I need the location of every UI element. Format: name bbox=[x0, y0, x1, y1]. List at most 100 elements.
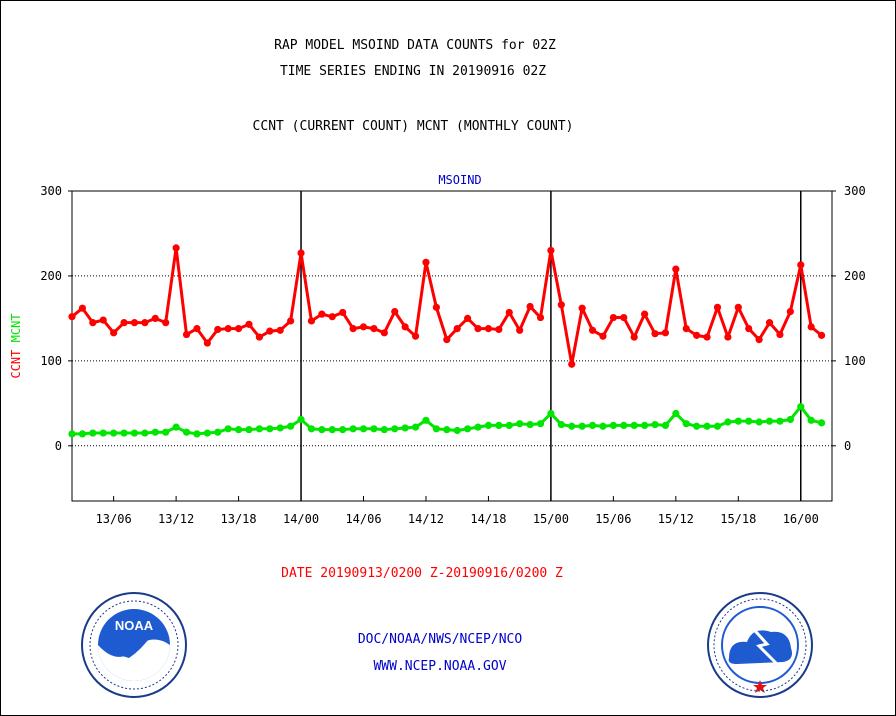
data-point-mcnt bbox=[307, 425, 316, 433]
chart-title-line3: CCNT (CURRENT COUNT) MCNT (MONTHLY COUNT… bbox=[252, 119, 574, 134]
data-point-ccnt bbox=[411, 332, 420, 340]
data-point-ccnt bbox=[443, 336, 451, 344]
data-point-mcnt bbox=[651, 420, 659, 429]
data-point-mcnt bbox=[141, 429, 149, 437]
data-point-mcnt bbox=[318, 426, 326, 434]
data-point-mcnt bbox=[630, 421, 638, 430]
data-point-mcnt bbox=[703, 422, 711, 430]
org-label: DOC/NOAA/NWS/NCEP/NCO bbox=[357, 632, 523, 647]
data-point-mcnt bbox=[484, 421, 493, 430]
data-point-ccnt bbox=[651, 330, 659, 338]
data-point-ccnt bbox=[172, 244, 180, 252]
data-point-ccnt bbox=[224, 324, 232, 333]
data-point-ccnt bbox=[588, 326, 597, 334]
data-point-ccnt bbox=[578, 304, 586, 312]
data-point-mcnt bbox=[609, 421, 617, 430]
data-point-mcnt bbox=[505, 421, 513, 430]
y-tick-label-left: 100 bbox=[40, 354, 62, 368]
data-point-ccnt bbox=[151, 314, 159, 322]
data-point-ccnt bbox=[120, 319, 128, 327]
data-point-mcnt bbox=[620, 421, 628, 430]
y-tick-label-right: 300 bbox=[844, 184, 866, 198]
data-point-ccnt bbox=[287, 317, 295, 325]
nws-logo bbox=[707, 592, 813, 698]
data-point-ccnt bbox=[547, 246, 555, 255]
url-label: WWW.NCEP.NOAA.GOV bbox=[373, 659, 507, 674]
data-point-ccnt bbox=[422, 258, 430, 266]
data-point-mcnt bbox=[245, 426, 253, 434]
data-point-mcnt bbox=[276, 424, 284, 432]
data-point-mcnt bbox=[464, 425, 472, 433]
data-point-mcnt bbox=[755, 418, 763, 426]
x-tick-label: 16/00 bbox=[783, 512, 819, 526]
data-point-ccnt bbox=[609, 313, 617, 322]
data-point-mcnt bbox=[182, 428, 191, 436]
y-tick-label-right: 200 bbox=[844, 269, 866, 283]
data-point-ccnt bbox=[526, 302, 534, 311]
x-tick-label: 15/12 bbox=[658, 512, 694, 526]
data-point-ccnt bbox=[370, 324, 378, 333]
data-point-ccnt bbox=[464, 314, 472, 322]
data-point-mcnt bbox=[713, 422, 722, 430]
x-tick-label: 14/06 bbox=[345, 512, 381, 526]
x-tick-label: 13/12 bbox=[158, 512, 194, 526]
data-point-ccnt bbox=[641, 310, 649, 318]
chart-title-line1: RAP MODEL MSOIND DATA COUNTS for 02Z bbox=[274, 38, 556, 53]
data-point-ccnt bbox=[182, 330, 191, 339]
data-point-ccnt bbox=[307, 317, 316, 325]
data-point-ccnt bbox=[620, 313, 628, 322]
data-point-mcnt bbox=[568, 422, 576, 430]
data-point-ccnt bbox=[110, 329, 118, 337]
data-point-mcnt bbox=[68, 430, 76, 438]
x-tick-label: 15/06 bbox=[595, 512, 631, 526]
data-point-ccnt bbox=[432, 303, 440, 311]
data-point-mcnt bbox=[401, 424, 409, 432]
data-point-mcnt bbox=[495, 421, 503, 430]
data-point-mcnt bbox=[89, 429, 97, 437]
data-point-mcnt bbox=[672, 409, 680, 418]
date-range-label: DATE 20190913/0200 Z-20190916/0200 Z bbox=[281, 566, 563, 581]
data-point-ccnt bbox=[713, 303, 722, 311]
y-tick-label-left: 300 bbox=[40, 184, 62, 198]
data-point-mcnt bbox=[130, 429, 139, 437]
y-axis-label-part: CCNT bbox=[9, 350, 23, 379]
y-tick-label-right: 100 bbox=[844, 354, 866, 368]
data-point-ccnt bbox=[807, 323, 815, 331]
noaa-logo: NOAA bbox=[81, 592, 187, 698]
data-point-ccnt bbox=[745, 324, 753, 333]
data-point-ccnt bbox=[68, 313, 76, 321]
data-point-ccnt bbox=[266, 327, 274, 335]
x-tick-label: 14/12 bbox=[408, 512, 444, 526]
data-point-mcnt bbox=[391, 425, 399, 433]
data-point-mcnt bbox=[745, 417, 753, 425]
data-point-ccnt bbox=[786, 308, 794, 316]
data-point-ccnt bbox=[703, 333, 711, 341]
data-point-mcnt bbox=[234, 426, 243, 434]
data-point-ccnt bbox=[162, 319, 170, 327]
data-point-ccnt bbox=[817, 331, 826, 339]
data-point-ccnt bbox=[349, 324, 357, 333]
data-point-mcnt bbox=[339, 426, 347, 434]
data-point-mcnt bbox=[526, 420, 534, 429]
data-point-mcnt bbox=[422, 416, 430, 424]
data-point-ccnt bbox=[536, 313, 545, 322]
data-point-mcnt bbox=[453, 426, 461, 435]
data-point-mcnt bbox=[661, 421, 670, 430]
data-point-ccnt bbox=[297, 249, 305, 257]
data-point-mcnt bbox=[724, 418, 732, 426]
data-point-ccnt bbox=[193, 324, 201, 333]
data-point-ccnt bbox=[453, 324, 461, 333]
data-point-mcnt bbox=[370, 425, 378, 433]
data-point-mcnt bbox=[817, 419, 826, 427]
data-point-mcnt bbox=[297, 415, 305, 424]
data-point-ccnt bbox=[380, 329, 388, 337]
data-point-mcnt bbox=[110, 429, 118, 437]
data-point-mcnt bbox=[432, 425, 440, 433]
data-point-mcnt bbox=[536, 420, 545, 428]
data-point-ccnt bbox=[318, 310, 326, 318]
data-point-ccnt bbox=[89, 319, 97, 327]
data-point-mcnt bbox=[151, 428, 159, 436]
data-point-mcnt bbox=[203, 429, 211, 437]
x-tick-label: 14/00 bbox=[283, 512, 319, 526]
x-tick-label: 13/18 bbox=[221, 512, 257, 526]
